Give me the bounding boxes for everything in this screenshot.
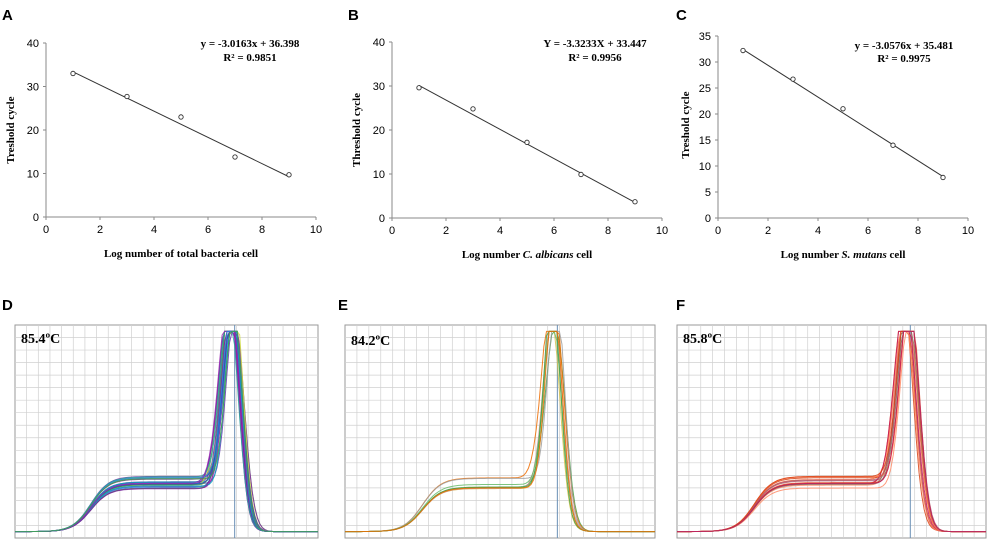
x-axis-label: Log number of total bacteria cell (104, 248, 258, 260)
x-axis-label: Log number C. albicans cell (462, 249, 592, 261)
x-axis-label-part: Log number of total bacteria cell (104, 248, 258, 260)
y-tick-label: 0 (379, 213, 385, 225)
y-tick-label: 10 (373, 169, 385, 181)
x-tick-label: 8 (259, 224, 265, 236)
panel-letter: C (676, 7, 687, 24)
y-tick-label: 20 (699, 109, 711, 121)
y-tick-label: 20 (373, 125, 385, 137)
x-tick-label: 10 (656, 225, 668, 237)
x-tick-label: 4 (815, 225, 821, 237)
data-point (578, 171, 584, 178)
x-tick-label: 0 (43, 224, 49, 236)
y-tick-label: 0 (33, 212, 39, 224)
trendline (742, 48, 944, 178)
x-tick-label: 6 (865, 225, 871, 237)
x-tick-label: 6 (205, 224, 211, 236)
melt-curve (677, 330, 986, 533)
x-tick-label: 2 (97, 224, 103, 236)
melting-temperature-label: 85.8ºC (683, 332, 722, 347)
x-axis-label-part: cell (574, 249, 593, 261)
x-tick-label: 10 (310, 224, 322, 236)
x-axis-label-part: S. mutans (842, 249, 887, 261)
data-point (124, 93, 130, 100)
y-tick-label: 35 (699, 31, 711, 43)
x-tick-label: 6 (551, 225, 557, 237)
data-point (470, 106, 476, 112)
x-axis-label: Log number S. mutans cell (781, 249, 906, 261)
y-tick-label: 25 (699, 83, 711, 95)
x-tick-label: 10 (962, 225, 974, 237)
melt-curve (15, 330, 318, 533)
y-tick-label: 30 (373, 81, 385, 93)
panel-d: D 85.4ºC (2, 297, 319, 539)
y-tick-label: 0 (705, 213, 711, 225)
r-squared: R² = 0.9956 (568, 52, 622, 64)
panel-letter: A (2, 7, 13, 24)
melting-temperature-label: 84.2ºC (351, 334, 390, 349)
data-point (232, 154, 238, 160)
data-point (70, 70, 76, 77)
y-axis-label: Treshold cycle (680, 91, 692, 158)
y-tick-label: 15 (699, 135, 711, 147)
y-axis-label: Threshold cycle (351, 93, 363, 167)
y-tick-label: 40 (27, 38, 39, 50)
panel-b: B 0 2 4 6 8 10 0 10 20 30 40 Y = -3.3233X + 33.447 R²… (348, 7, 668, 261)
regression-equation: Y = -3.3233X + 33.447 (543, 38, 647, 50)
x-tick-label: 8 (915, 225, 921, 237)
x-tick-label: 8 (605, 225, 611, 237)
panel-letter: D (2, 297, 13, 314)
y-tick-label: 5 (705, 187, 711, 199)
x-tick-label: 0 (389, 225, 395, 237)
y-tick-label: 10 (27, 169, 39, 181)
panel-letter: E (338, 297, 348, 314)
data-point (740, 47, 746, 54)
data-point (416, 85, 422, 91)
panel-e: E 84.2ºC (338, 297, 656, 539)
data-point (178, 114, 184, 120)
r-squared: R² = 0.9851 (223, 52, 276, 64)
data-point (940, 174, 946, 181)
y-tick-label: 20 (27, 125, 39, 137)
trendline (72, 71, 290, 178)
data-point (790, 76, 796, 82)
data-point (632, 199, 638, 205)
data-point (524, 139, 530, 145)
panel-c: C 0 2 4 6 8 10 0 5 10 15 20 25 30 35 y = -3.0576x + 35.… (676, 7, 974, 261)
x-axis-label-part: cell (887, 249, 906, 261)
x-tick-label: 4 (151, 224, 157, 236)
x-axis-label-part: C. albicans (523, 249, 574, 261)
x-tick-label: 2 (765, 225, 771, 237)
regression-equation: y = -3.0576x + 35.481 (855, 40, 954, 52)
y-tick-label: 10 (699, 161, 711, 173)
x-tick-label: 4 (497, 225, 503, 237)
panel-f: F 85.8ºC (676, 297, 987, 539)
melting-temperature-label: 85.4ºC (21, 332, 60, 347)
data-point (840, 106, 846, 112)
x-axis-label-part: Log number (781, 249, 842, 261)
r-squared: R² = 0.9975 (877, 53, 931, 65)
panel-letter: F (676, 297, 685, 314)
x-axis-label-part: Log number (462, 249, 523, 261)
y-tick-label: 30 (699, 57, 711, 69)
data-point (286, 172, 292, 178)
melt-curve (345, 330, 655, 533)
y-tick-label: 30 (27, 82, 39, 94)
x-tick-label: 2 (443, 225, 449, 237)
y-axis-label: Treshold cycle (5, 96, 17, 163)
y-tick-label: 40 (373, 37, 385, 49)
regression-equation: y = -3.0163x + 36.398 (201, 38, 300, 50)
panel-a: A 0 2 4 6 8 10 0 10 20 30 40 y = -3.0163x + 36.398 R²… (2, 7, 322, 260)
x-tick-label: 0 (715, 225, 721, 237)
data-point (890, 142, 896, 148)
panel-letter: B (348, 7, 359, 24)
